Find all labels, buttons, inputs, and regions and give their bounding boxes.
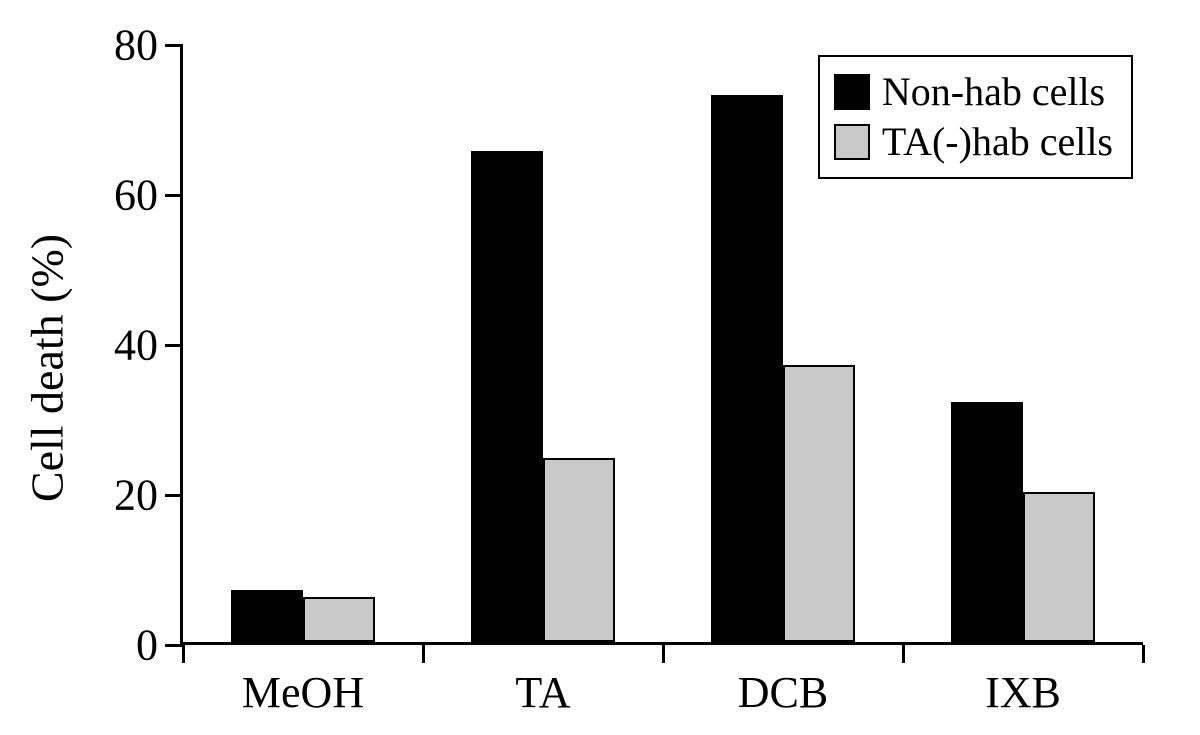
plot-area: 020406080MeOHTADCBIXBNon-hab cellsTA(-)h… — [180, 45, 1143, 645]
x-tick — [902, 645, 905, 663]
legend-swatch — [834, 124, 870, 160]
x-tick-label: TA — [515, 645, 570, 718]
legend-item: TA(-)hab cells — [834, 117, 1113, 167]
bar — [471, 151, 543, 642]
bar — [543, 458, 615, 642]
x-tick — [422, 645, 425, 663]
legend-item: Non-hab cells — [834, 67, 1113, 117]
x-tick-label: IXB — [985, 645, 1061, 718]
chart-container: Cell death (%) 020406080MeOHTADCBIXBNon-… — [0, 0, 1200, 735]
x-tick — [1142, 645, 1145, 663]
x-tick-label: DCB — [738, 645, 828, 718]
legend-label: TA(-)hab cells — [882, 117, 1113, 167]
bar — [1023, 492, 1095, 642]
x-tick-label: MeOH — [242, 645, 364, 718]
legend-label: Non-hab cells — [882, 67, 1105, 117]
bar — [231, 590, 303, 643]
y-tick-label: 40 — [114, 320, 183, 371]
bar — [951, 402, 1023, 642]
y-axis-label: Cell death (%) — [20, 233, 73, 501]
bar — [711, 95, 783, 643]
bar — [783, 365, 855, 643]
legend-swatch — [834, 74, 870, 110]
legend: Non-hab cellsTA(-)hab cells — [818, 55, 1133, 179]
x-tick — [182, 645, 185, 663]
y-tick-label: 60 — [114, 170, 183, 221]
y-tick-label: 0 — [136, 620, 183, 671]
y-tick-label: 80 — [114, 20, 183, 71]
x-tick — [662, 645, 665, 663]
bar — [303, 597, 375, 642]
y-tick-label: 20 — [114, 470, 183, 521]
